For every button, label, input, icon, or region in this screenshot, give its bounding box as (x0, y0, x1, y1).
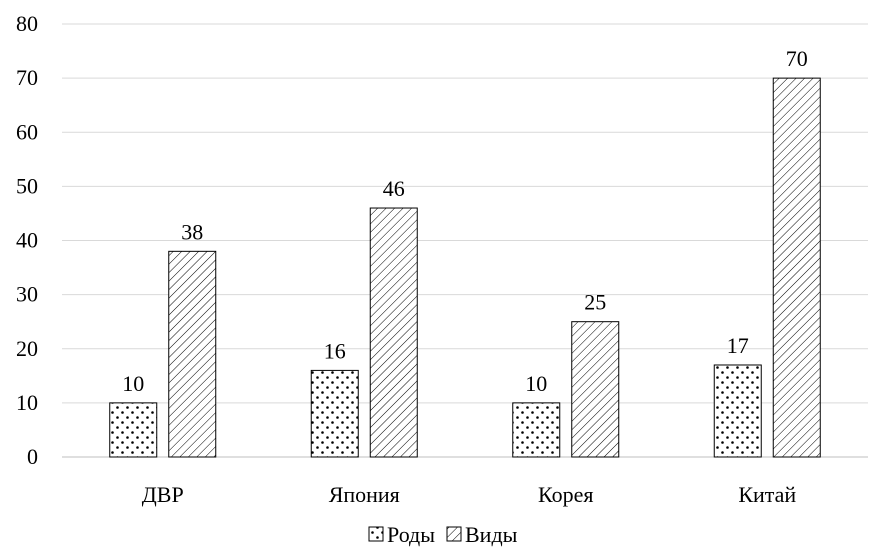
y-tick-label: 50 (16, 173, 38, 198)
data-label: 16 (324, 338, 346, 363)
bar-vidy (168, 250, 217, 458)
x-category-label: ДВР (142, 482, 184, 507)
y-tick-label: 10 (16, 390, 38, 415)
bar-rody (512, 402, 561, 458)
bars-layer (109, 77, 821, 458)
bar-vidy (772, 77, 821, 458)
x-category-label: Корея (538, 482, 593, 507)
bar-rody (109, 402, 158, 458)
bar-vidy (369, 207, 418, 458)
data-label: 46 (383, 176, 405, 201)
legend-label: Роды (387, 522, 435, 547)
data-label: 25 (584, 290, 606, 315)
data-label: 10 (122, 371, 144, 396)
legend-swatch (446, 526, 462, 542)
x-category-label: Китай (738, 482, 796, 507)
y-tick-label: 30 (16, 282, 38, 307)
data-label: 17 (727, 333, 749, 358)
bar-rody (713, 364, 762, 458)
y-tick-label: 70 (16, 65, 38, 90)
legend: Роды Виды (368, 522, 518, 547)
data-label: 10 (525, 371, 547, 396)
y-tick-label: 60 (16, 119, 38, 144)
labels-layer: 0 10 20 30 40 50 60 70 80 10 38 ДВР 16 46 Япония 10 25 Ко… (16, 11, 808, 507)
legend-label: Виды (465, 522, 518, 547)
data-label: 70 (786, 46, 808, 71)
legend-swatch (368, 526, 384, 542)
y-tick-label: 20 (16, 336, 38, 361)
bar-rody (310, 369, 359, 458)
y-tick-label: 0 (27, 444, 38, 469)
y-tick-label: 40 (16, 228, 38, 253)
bar-vidy (571, 321, 620, 458)
data-label: 38 (181, 219, 203, 244)
y-tick-label: 80 (16, 11, 38, 36)
x-category-label: Япония (329, 482, 400, 507)
